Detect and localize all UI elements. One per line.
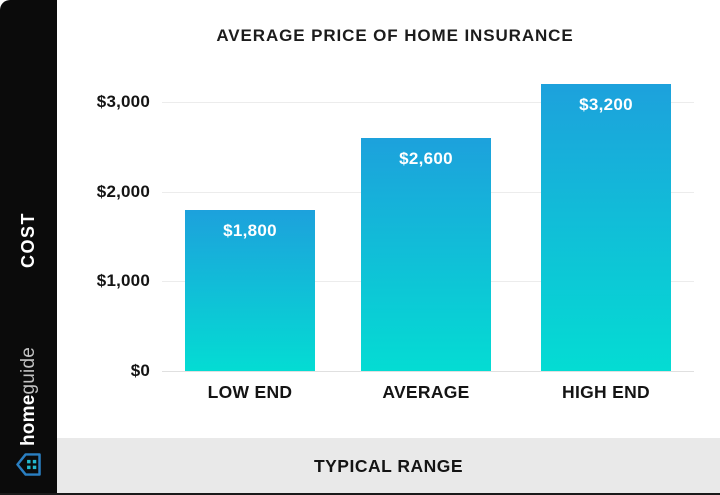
bar-value-label: $3,200 xyxy=(579,95,633,115)
x-tick-label-low-end: LOW END xyxy=(207,382,293,402)
sidebar: COST homeguide xyxy=(0,0,57,495)
chart-title: AVERAGE PRICE OF HOME INSURANCE xyxy=(216,26,574,45)
bar-average: $2,600 xyxy=(361,137,491,371)
typical-range-label: TYPICAL RANGE xyxy=(313,456,464,476)
bar-value-label: $1,800 xyxy=(223,220,277,240)
bottom-edge-line xyxy=(0,493,720,495)
y-tick-label-1000: $1,000 xyxy=(96,271,150,291)
bar-low-end: $1,800 xyxy=(185,209,315,371)
gridline-0 xyxy=(162,371,694,372)
logo-home-text: home xyxy=(17,394,39,446)
homeguide-logo: homeguide xyxy=(14,330,42,476)
gridline-3000 xyxy=(162,102,694,103)
y-tick-label-3000: $3,000 xyxy=(96,92,150,111)
homeguide-house-icon xyxy=(15,453,41,476)
logo-guide-text: guide xyxy=(17,347,39,395)
typical-range-band: TYPICAL RANGE xyxy=(57,438,720,495)
bar-high-end: $3,200 xyxy=(541,84,671,371)
homeguide-wordmark: homeguide xyxy=(16,347,41,446)
x-tick-label-average: AVERAGE xyxy=(382,382,470,402)
plot-area: $0 $1,000 $2,000 $3,000 $1,800 LOW END $2,600 A… xyxy=(96,84,694,402)
cost-axis-label: COST xyxy=(18,212,38,269)
y-tick-label-0: $0 xyxy=(130,361,150,380)
x-tick-label-high-end: HIGH END xyxy=(562,382,650,402)
y-tick-label-2000: $2,000 xyxy=(96,181,150,201)
bar-value-label: $2,600 xyxy=(399,148,453,168)
